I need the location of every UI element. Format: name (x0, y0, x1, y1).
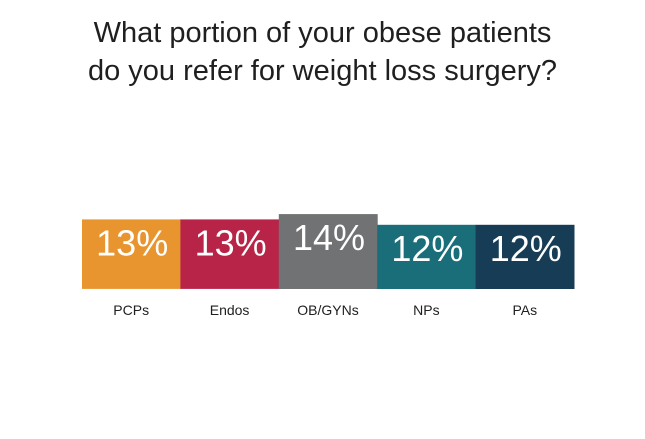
bar-ob-gyns (278, 214, 378, 289)
category-label: PCPs (113, 302, 149, 318)
bar-pas (475, 224, 575, 289)
chart-title-line-1: What portion of your obese patients (93, 17, 552, 49)
bar-value-label: 13% (195, 222, 267, 263)
chart-title-line-2: do you refer for weight loss surgery? (87, 55, 558, 87)
category-label: Endos (210, 302, 250, 318)
bar-endos (180, 219, 280, 289)
bar-value-label: 13% (96, 222, 168, 263)
category-label: OB/GYNs (297, 302, 358, 318)
chart-title: What portion of your obese patients do y… (0, 14, 645, 90)
bar-value-label: 14% (293, 217, 365, 258)
bar-value-label: 12% (391, 228, 463, 269)
bar-pcps (82, 219, 181, 289)
category-label: NPs (413, 302, 439, 318)
bar-value-label: 12% (490, 228, 562, 269)
bar-nps (377, 224, 477, 289)
category-label: PAs (512, 302, 537, 318)
